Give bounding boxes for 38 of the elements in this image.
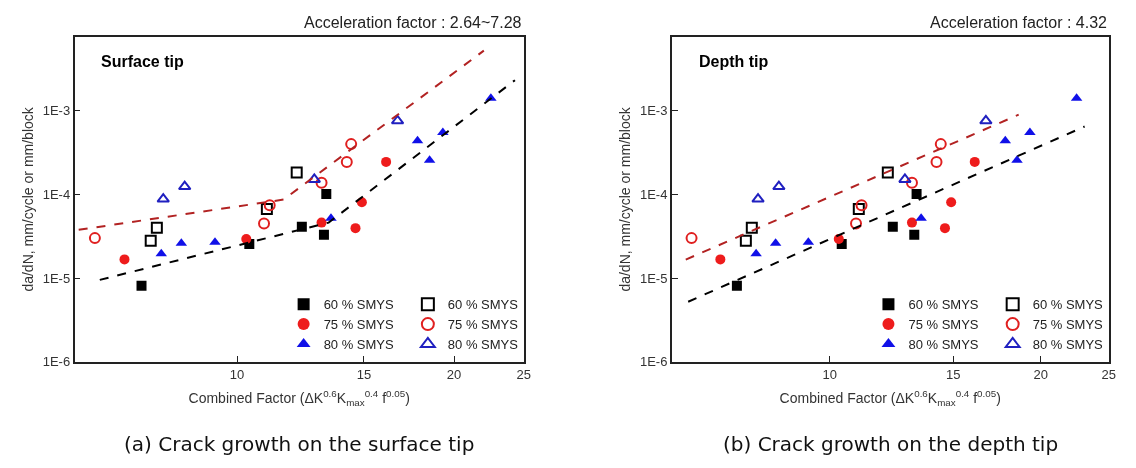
legend-label: 75 % SMYS: [1032, 317, 1104, 333]
legend-label: 80 % SMYS: [323, 337, 395, 353]
y-tick-label: 1E-4: [639, 186, 668, 202]
legend-label: 60 % SMYS: [1032, 297, 1104, 313]
legend-label: 60 % SMYS: [323, 297, 395, 313]
y-tick-label: 1E-4: [42, 186, 71, 202]
x-tick-label: 25: [1101, 366, 1116, 382]
legend-label: 75 % SMYS: [447, 317, 519, 333]
legend-label: 80 % SMYS: [1032, 337, 1104, 353]
y-tick-label: 1E-5: [639, 270, 668, 286]
x-axis-title: Combined Factor (ΔK$^{0.6}$K$_{max}$$^{0.4}$ f$^{0.05}$): [779, 387, 1001, 408]
y-tick-label: 1E-3: [42, 103, 71, 119]
x-tick-label: 20: [446, 366, 462, 382]
text: Surface tip: [101, 53, 184, 70]
y-axis-title: da/dN, mm/cycle or mm/block: [19, 106, 36, 292]
legend-label: 60 % SMYS: [447, 297, 519, 313]
chart-subtitle: Acceleration factor : 4.32: [930, 14, 1108, 31]
legend-label: 80 % SMYS: [447, 337, 519, 353]
legend-label: 60 % SMYS: [908, 297, 979, 313]
y-tick-label: 1E-3: [639, 103, 668, 119]
text: Depth tip: [699, 53, 769, 70]
y-tick-label: 1E-6: [42, 354, 71, 370]
x-tick-label: 15: [356, 366, 372, 382]
x-tick-label: 15: [945, 366, 961, 382]
legend-label: 75 % SMYS: [908, 317, 979, 333]
y-axis-title: da/dN, mm/cycle or mm/block: [617, 106, 634, 292]
legend-label: 80 % SMYS: [908, 337, 979, 353]
text: (b) Crack growth on the depth tip: [723, 432, 1059, 456]
x-tick-label: 25: [516, 366, 532, 382]
legend-label: 75 % SMYS: [323, 317, 395, 333]
x-tick-label: 20: [1033, 366, 1048, 382]
x-tick-label: 10: [229, 366, 245, 382]
chart-subtitle: Acceleration factor : 2.64~7.28: [304, 14, 522, 31]
y-tick-label: 1E-5: [42, 270, 71, 286]
x-axis-title: Combined Factor (ΔK$^{0.6}$K$_{max}$$^{0.4}$ f$^{0.05}$): [188, 387, 410, 408]
x-tick-label: 10: [822, 366, 838, 382]
y-tick-label: 1E-6: [639, 354, 668, 370]
text: (a) Crack growth on the surface tip: [124, 432, 475, 456]
